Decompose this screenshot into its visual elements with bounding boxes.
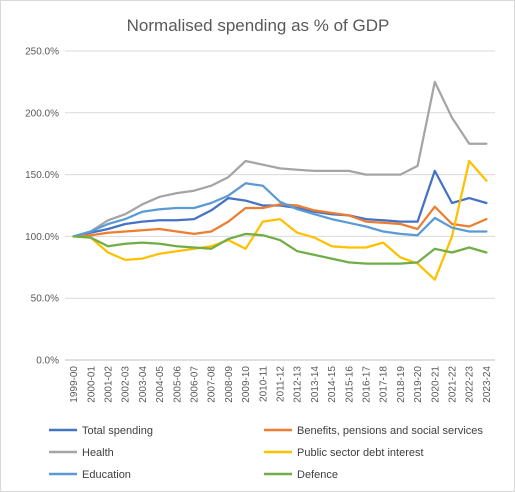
- legend-label: Total spending: [82, 425, 153, 437]
- series-line-4: [72, 159, 488, 281]
- x-tick-label: 1999-00: [69, 366, 80, 403]
- x-tick-label: 2019-20: [413, 366, 424, 403]
- x-tick-label: 2023-24: [482, 366, 493, 403]
- x-tick-label: 2000-01: [86, 366, 97, 403]
- series-line-2: [72, 203, 488, 238]
- legend-label: Benefits, pensions and social services: [297, 425, 483, 437]
- series-line-3: [72, 80, 488, 238]
- gridlines: [65, 50, 495, 361]
- legend-label: Public sector debt interest: [297, 447, 424, 459]
- x-tick-label: 2017-18: [379, 366, 390, 403]
- y-tick-label: 100.0%: [25, 232, 59, 243]
- y-axis-ticks: 0.0% 50.0% 100.0% 150.0% 200.0% 250.0%: [25, 47, 59, 367]
- x-tick-label: 2011-12: [276, 366, 287, 402]
- x-tick-label: 2013-14: [310, 366, 321, 403]
- y-tick-label: 0.0%: [36, 356, 59, 367]
- y-tick-label: 50.0%: [31, 294, 59, 305]
- x-tick-label: 2003-04: [138, 366, 149, 403]
- x-tick-label: 2021-22: [448, 366, 459, 403]
- legend: Total spending Benefits, pensions and soc…: [49, 425, 483, 481]
- x-axis-ticks: 1999-00 2000-01 2001-02 2002-03 2003-04 2004-…: [69, 366, 493, 403]
- x-tick-label: 2005-06: [172, 366, 183, 403]
- y-tick-label: 250.0%: [25, 47, 59, 58]
- legend-label: Health: [82, 447, 114, 459]
- x-tick-label: 2009-10: [241, 366, 252, 403]
- x-tick-label: 2006-07: [190, 366, 201, 403]
- x-tick-label: 2014-15: [327, 366, 338, 403]
- x-tick-label: 2018-19: [396, 366, 407, 403]
- legend-label: Education: [82, 469, 131, 481]
- y-tick-label: 200.0%: [25, 108, 59, 119]
- series-line-1: [72, 169, 488, 238]
- series-lines: [72, 80, 488, 281]
- x-tick-label: 2008-09: [224, 366, 235, 403]
- x-tick-label: 2007-08: [207, 366, 218, 403]
- x-tick-label: 2015-16: [344, 366, 355, 403]
- legend-label: Defence: [297, 469, 338, 481]
- x-tick-label: 2004-05: [155, 366, 166, 403]
- x-tick-label: 2020-21: [430, 366, 441, 403]
- series-line-6: [72, 232, 488, 265]
- series-line-5: [72, 182, 488, 238]
- x-tick-label: 2022-23: [465, 366, 476, 403]
- x-tick-label: 2002-03: [121, 366, 132, 403]
- y-tick-label: 150.0%: [25, 170, 59, 181]
- x-tick-label: 2012-13: [293, 366, 304, 403]
- x-tick-label: 2001-02: [104, 366, 115, 403]
- x-tick-label: 2016-17: [362, 366, 373, 403]
- x-tick-label: 2010-11: [258, 366, 269, 402]
- chart-title: Normalised spending as % of GDP: [127, 16, 390, 35]
